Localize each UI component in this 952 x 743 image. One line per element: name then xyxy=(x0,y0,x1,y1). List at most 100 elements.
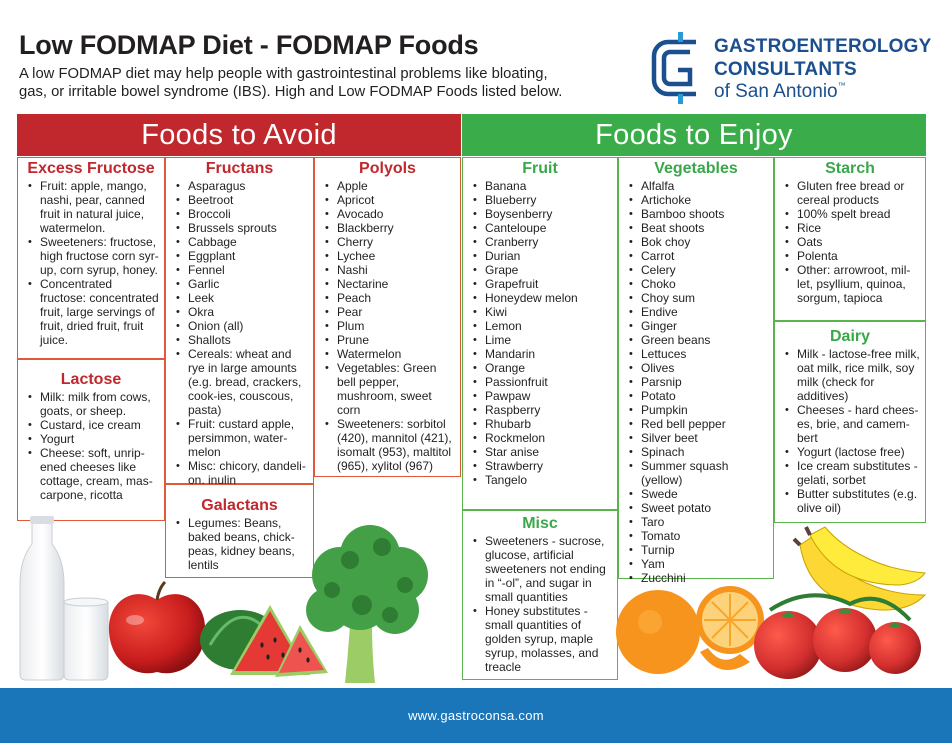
dairy-panel: Dairy Milk - lactose-free milk, oat milk… xyxy=(774,321,926,523)
subtitle-line-2: gas, or irritable bowel syndrome (IBS). … xyxy=(19,84,563,100)
list-item: Pawpaw xyxy=(469,389,613,403)
polyols-list: AppleApricotAvocadoBlackberryCherryLyche… xyxy=(315,179,460,473)
foods-to-enjoy-banner: Foods to Enjoy xyxy=(462,114,926,156)
list-item: Turnip xyxy=(625,543,769,557)
list-item: Honey substitutes - small quantities of … xyxy=(469,604,613,674)
list-item: Plum xyxy=(321,319,456,333)
list-item: Silver beet xyxy=(625,431,769,445)
list-item: Spinach xyxy=(625,445,769,459)
list-item: Sweet potato xyxy=(625,501,769,515)
list-item: Asparagus xyxy=(172,179,309,193)
list-item: Misc: chicory, dandeli-on, inulin xyxy=(172,459,309,487)
list-item: Fennel xyxy=(172,263,309,277)
lactose-list: Milk: milk from cows, goats, or sheep.Cu… xyxy=(18,390,164,502)
list-item: Fruit: custard apple, persimmon, water-m… xyxy=(172,417,309,459)
list-item: Rhubarb xyxy=(469,417,613,431)
excess-fructose-panel: Excess Fructose Fruit: apple, mango, nas… xyxy=(17,157,165,359)
logo-text-line3: of San Antonio™ xyxy=(714,81,846,102)
panel-title: Vegetables xyxy=(654,160,738,177)
list-item: Vegetables: Green bell pepper, mushroom,… xyxy=(321,361,456,417)
list-item: Lemon xyxy=(469,319,613,333)
list-item: Durian xyxy=(469,249,613,263)
milk-bottle-icon xyxy=(19,516,109,681)
list-item: Red bell pepper xyxy=(625,417,769,431)
list-item: Beetroot xyxy=(172,193,309,207)
galactans-panel: Galactans Legumes: Beans, baked beans, c… xyxy=(165,484,314,578)
list-item: Honeydew melon xyxy=(469,291,613,305)
list-item: Polenta xyxy=(781,249,921,263)
list-item: Peach xyxy=(321,291,456,305)
logo-mark-icon xyxy=(651,32,696,104)
list-item: Celery xyxy=(625,263,769,277)
dairy-list: Milk - lactose-free milk, oat milk, rice… xyxy=(775,347,925,515)
lactose-panel: Lactose Milk: milk from cows, goats, or … xyxy=(17,359,165,521)
list-item: Cheeses - hard chees-es, brie, and camem… xyxy=(781,403,921,445)
orange-icon xyxy=(616,586,764,674)
list-item: Endive xyxy=(625,305,769,319)
vegetables-list: AlfalfaArtichokeBamboo shootsBeat shoots… xyxy=(619,179,773,585)
list-item: Cherry xyxy=(321,235,456,249)
fructans-panel: Fructans AsparagusBeetrootBroccoliBrusse… xyxy=(165,157,314,487)
polyols-panel: Polyols AppleApricotAvocadoBlackberryChe… xyxy=(314,157,461,477)
list-item: Nashi xyxy=(321,263,456,277)
list-item: Bok choy xyxy=(625,235,769,249)
list-item: Leek xyxy=(172,291,309,305)
list-item: Orange xyxy=(469,361,613,375)
list-item: Brussels sprouts xyxy=(172,221,309,235)
logo-text-line2: CONSULTANTS xyxy=(714,59,857,80)
starch-list: Gluten free bread or cereal products100%… xyxy=(775,179,925,305)
list-item: Strawberry xyxy=(469,459,613,473)
list-item: Taro xyxy=(625,515,769,529)
panel-title: Polyols xyxy=(359,160,416,177)
list-item: Nectarine xyxy=(321,277,456,291)
misc-list: Sweeteners - sucrose, glucose, artificia… xyxy=(463,534,617,674)
website-link[interactable]: www.gastroconsa.com xyxy=(408,708,544,723)
list-item: Apricot xyxy=(321,193,456,207)
list-item: Onion (all) xyxy=(172,319,309,333)
list-item: Sweeteners: fructose, high fructose corn… xyxy=(24,235,160,277)
list-item: Passionfruit xyxy=(469,375,613,389)
list-item: Ginger xyxy=(625,319,769,333)
list-item: Sweeteners - sucrose, glucose, artificia… xyxy=(469,534,613,604)
list-item: Watermelon xyxy=(321,347,456,361)
list-item: Cereals: wheat and rye in large amounts … xyxy=(172,347,309,417)
list-item: Prune xyxy=(321,333,456,347)
panel-title: Dairy xyxy=(829,328,871,345)
logo-text-line1: GASTROENTEROLOGY xyxy=(714,36,932,57)
list-item: Okra xyxy=(172,305,309,319)
list-item: Cheese: soft, unrip-ened cheeses like co… xyxy=(24,446,160,502)
list-item: Rice xyxy=(781,221,921,235)
list-item: Cranberry xyxy=(469,235,613,249)
list-item: Apple xyxy=(321,179,456,193)
list-item: Green beans xyxy=(625,333,769,347)
list-item: Rockmelon xyxy=(469,431,613,445)
panel-title: Excess Fructose xyxy=(27,160,155,177)
list-item: Butter substitutes (e.g. olive oil) xyxy=(781,487,921,515)
list-item: Cabbage xyxy=(172,235,309,249)
misc-panel: Misc Sweeteners - sucrose, glucose, arti… xyxy=(462,510,618,680)
list-item: Oats xyxy=(781,235,921,249)
list-item: Potato xyxy=(625,389,769,403)
list-item: Yam xyxy=(625,557,769,571)
panel-title: Starch xyxy=(825,160,875,177)
list-item: 100% spelt bread xyxy=(781,207,921,221)
list-item: Lychee xyxy=(321,249,456,263)
footer-bar: www.gastroconsa.com xyxy=(0,688,952,743)
list-item: Parsnip xyxy=(625,375,769,389)
fruit-list: BananaBlueberryBoysenberryCanteloupeCran… xyxy=(463,179,617,487)
excess-fructose-list: Fruit: apple, mango, nashi, pear, canned… xyxy=(18,179,164,347)
list-item: Concentrated fructose: concentrated frui… xyxy=(24,277,160,347)
list-item: Gluten free bread or cereal products xyxy=(781,179,921,207)
list-item: Lettuces xyxy=(625,347,769,361)
list-item: Milk: milk from cows, goats, or sheep. xyxy=(24,390,160,418)
apple-icon xyxy=(108,580,206,674)
list-item: Swede xyxy=(625,487,769,501)
panel-title: Fructans xyxy=(205,160,274,177)
list-item: Carrot xyxy=(625,249,769,263)
broccoli-icon xyxy=(306,525,428,683)
galactans-list: Legumes: Beans, baked beans, chick-peas,… xyxy=(166,516,313,572)
panel-title: Lactose xyxy=(60,371,122,388)
vegetables-panel: Vegetables AlfalfaArtichokeBamboo shoots… xyxy=(618,157,774,585)
list-item: Legumes: Beans, baked beans, chick-peas,… xyxy=(172,516,309,572)
tomato-icon xyxy=(754,593,921,679)
